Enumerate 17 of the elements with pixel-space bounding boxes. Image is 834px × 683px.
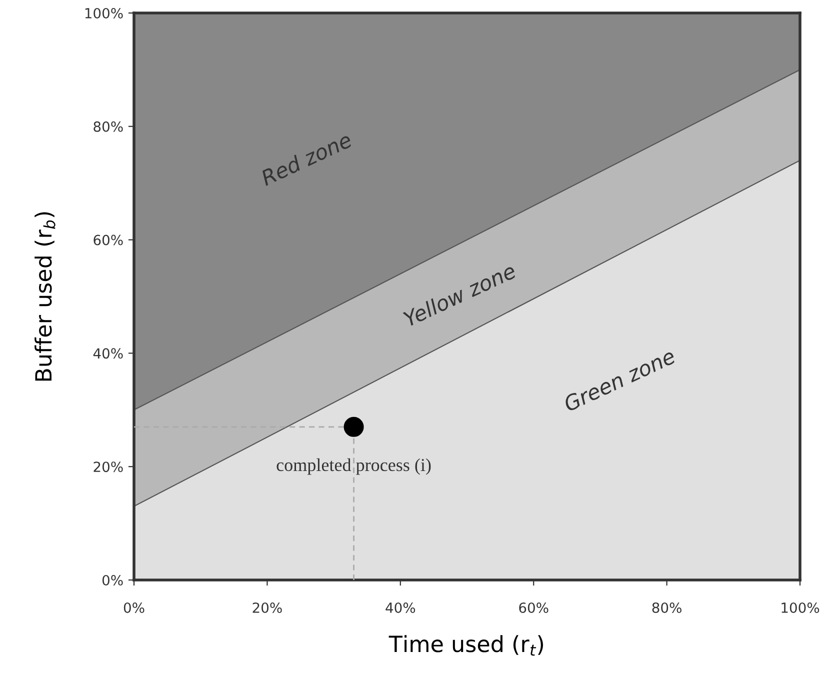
- y-tick-label: 40%: [93, 348, 123, 359]
- y-tick-label: 100%: [85, 8, 123, 18]
- x-tick-label: 60%: [519, 602, 548, 613]
- x-tick-label: 80%: [652, 602, 682, 613]
- x-axis-title: Time used (r$_{t}$): [388, 635, 544, 656]
- x-tick-label: 0%: [124, 602, 144, 613]
- x-tick-label: 20%: [252, 602, 282, 613]
- annotation: Red zone: [260, 131, 353, 186]
- y-tick-label: 60%: [94, 234, 123, 246]
- x-tick-label: 40%: [386, 602, 416, 613]
- y-tick-label: 80%: [94, 121, 123, 132]
- annotation: completed process (i): [276, 458, 431, 475]
- y-axis-title: Buffer used (r$_{b}$): [34, 212, 56, 381]
- annotation: Green zone: [562, 348, 676, 412]
- y-tick-label: 0%: [102, 574, 123, 586]
- y-tick-label: 20%: [94, 462, 123, 472]
- x-tick-label: 100%: [782, 602, 820, 613]
